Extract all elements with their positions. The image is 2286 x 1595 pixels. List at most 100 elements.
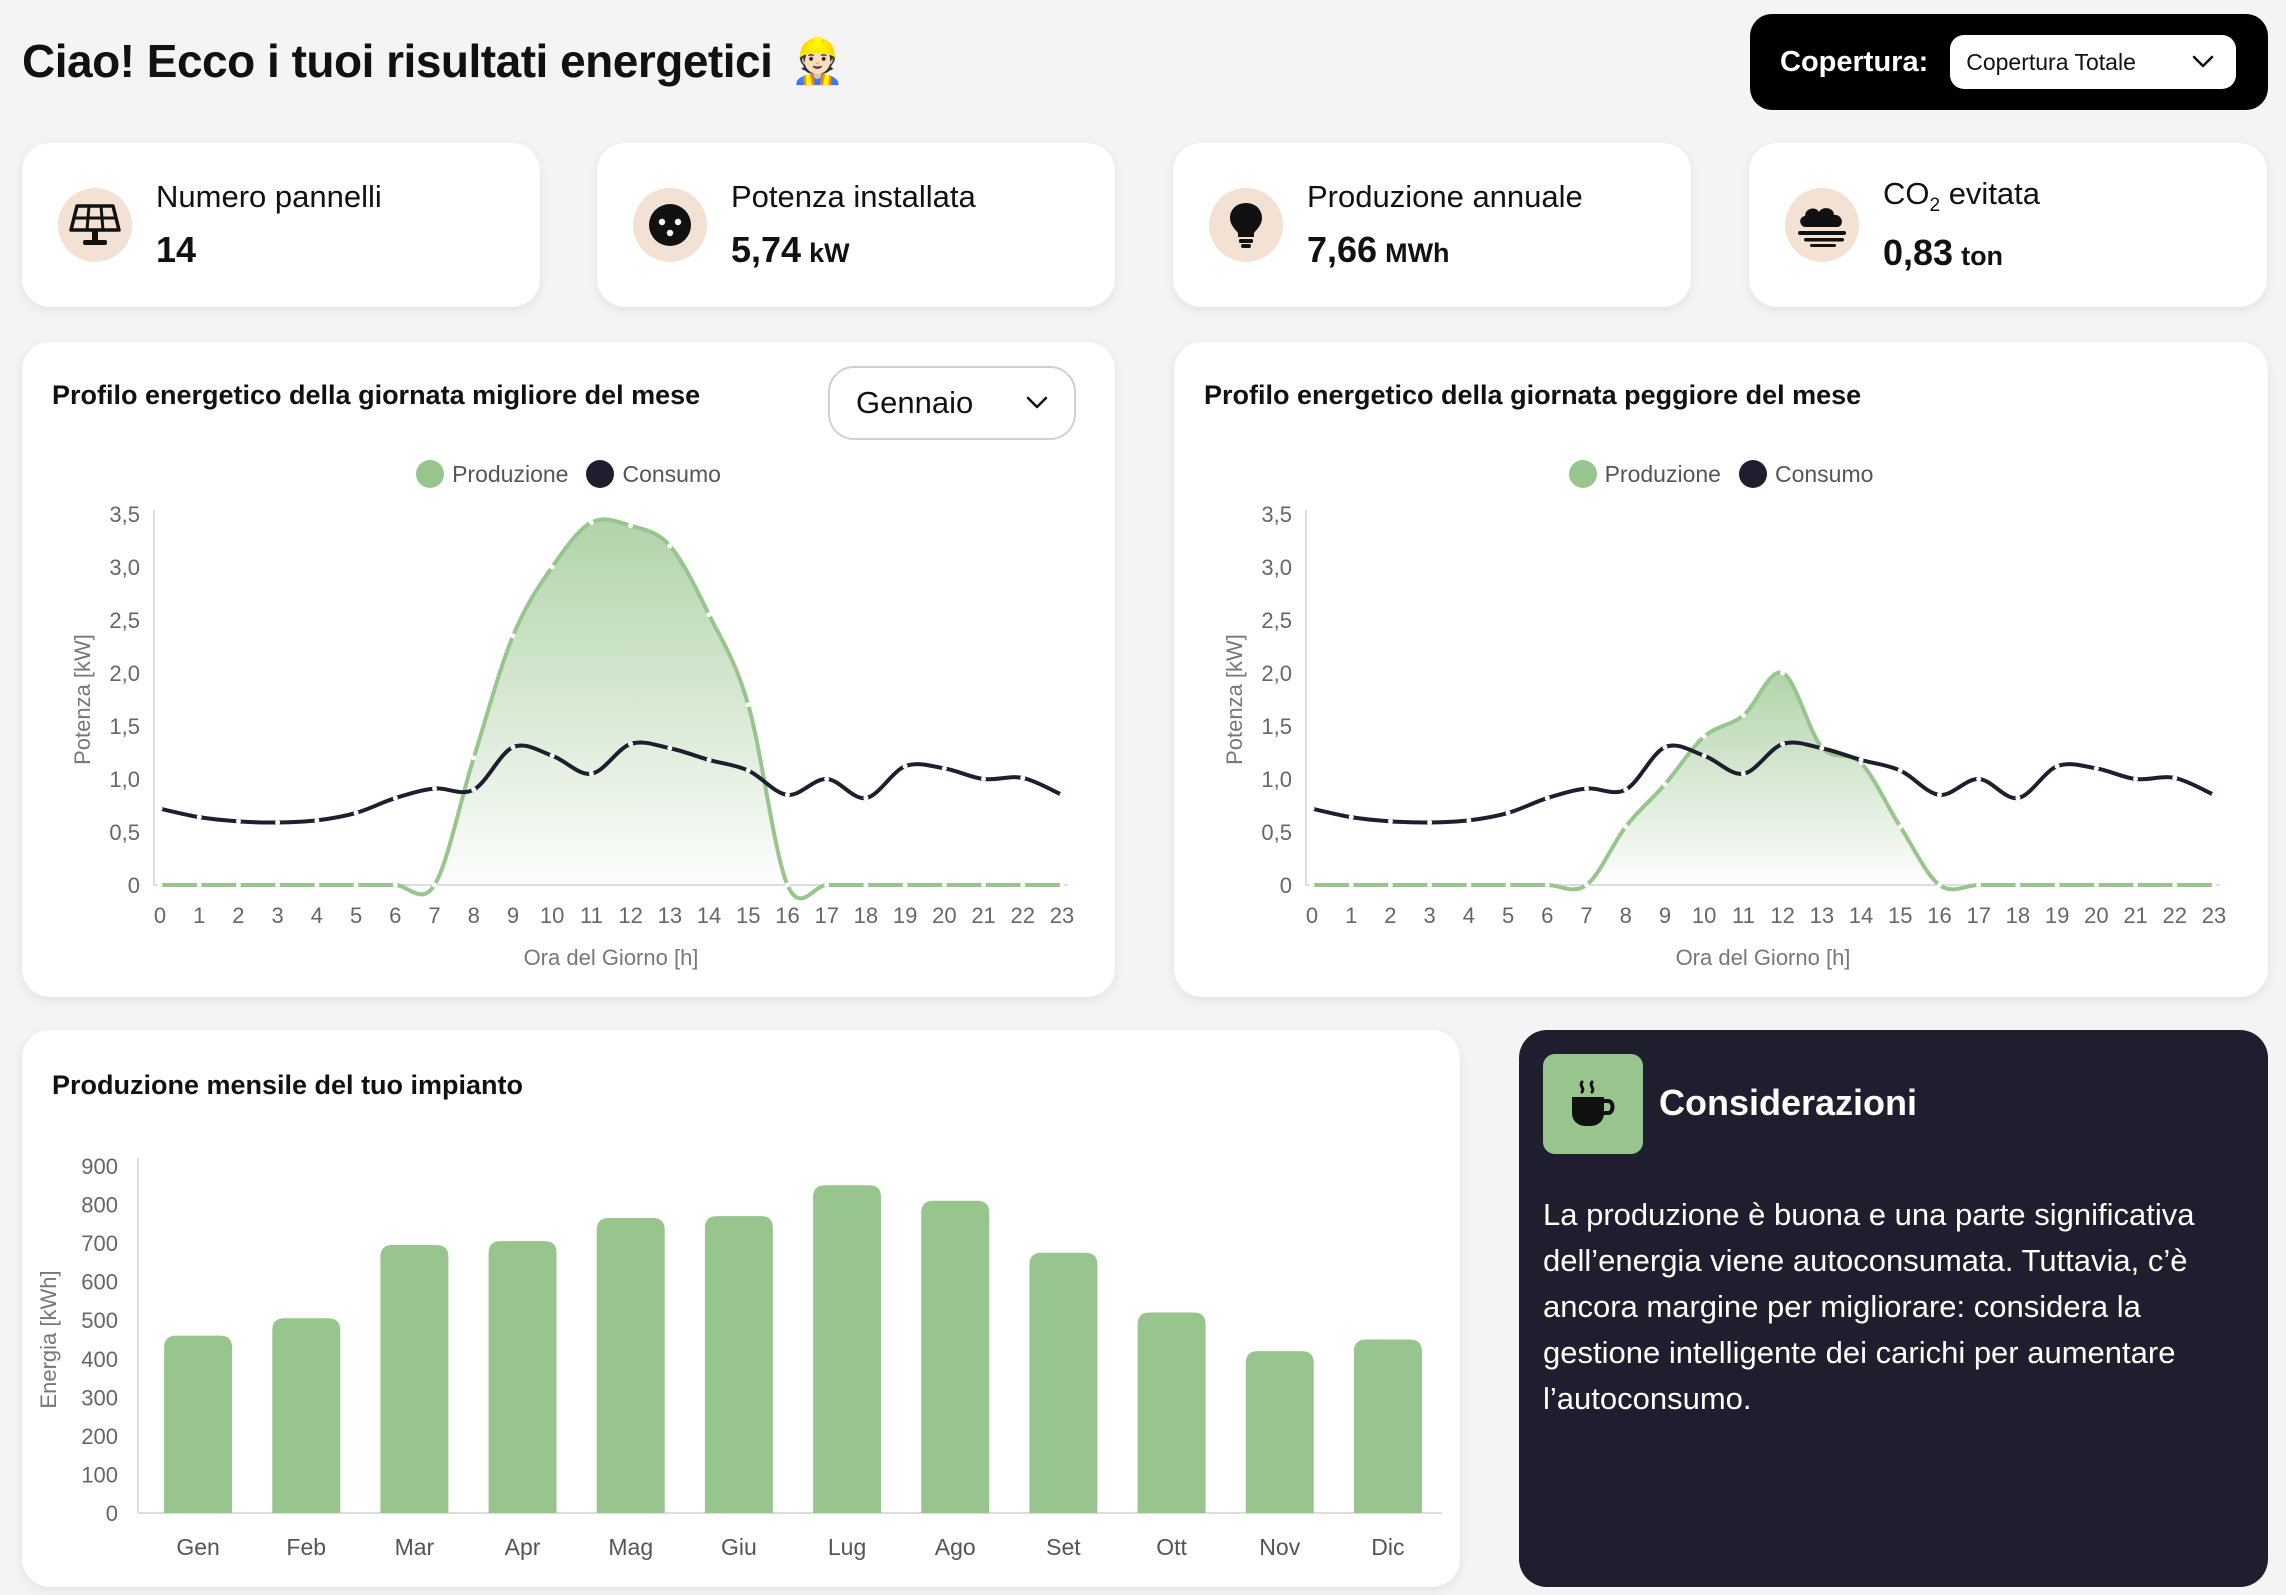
lightbulb-icon xyxy=(1230,203,1262,248)
consumption-point xyxy=(2015,795,2021,801)
y-tick-label: 2,0 xyxy=(1261,661,1292,686)
bar xyxy=(1029,1252,1098,1513)
production-point xyxy=(1427,882,1433,888)
production-point xyxy=(2054,882,2060,888)
consumption-point xyxy=(784,792,790,798)
production-point xyxy=(2211,882,2217,888)
x-tick-label: 13 xyxy=(658,903,682,928)
consumption-point xyxy=(1897,768,1903,774)
bar xyxy=(921,1200,990,1513)
consumption-line xyxy=(159,740,1063,825)
legend-item-production[interactable]: Produzione xyxy=(416,460,568,488)
consumption-point xyxy=(2211,792,2217,798)
legend-item-consumption[interactable]: Consumo xyxy=(586,460,721,488)
x-tick-label: 16 xyxy=(775,903,799,928)
consumption-point xyxy=(1466,817,1472,823)
x-tick-label: 23 xyxy=(2202,903,2226,928)
x-tick-label: 19 xyxy=(2045,903,2069,928)
consumption-point xyxy=(941,765,947,771)
production-point xyxy=(1020,882,1026,888)
production-area xyxy=(160,519,1062,899)
consumption-point xyxy=(392,795,398,801)
consumption-point xyxy=(588,771,594,777)
consumption-point xyxy=(2054,763,2060,769)
consumption-point xyxy=(471,787,477,793)
y-tick-label: 1,0 xyxy=(1261,767,1292,792)
production-point xyxy=(157,882,163,888)
worst-day-chart: 00,51,01,52,02,53,03,50 1 2 3 4 5 6 7 8 9 10 11 12 13… xyxy=(1222,502,2226,970)
production-point xyxy=(2133,882,2139,888)
production-point xyxy=(1740,712,1746,718)
kpi-value: 5,74 kW xyxy=(731,229,850,270)
y-tick-label: 800 xyxy=(81,1193,118,1218)
x-tick-label: 4 xyxy=(1463,903,1475,928)
production-point xyxy=(1309,882,1315,888)
production-area xyxy=(1312,672,2214,890)
production-point xyxy=(706,612,712,618)
consumption-line xyxy=(1311,740,2215,825)
bar xyxy=(596,1218,665,1513)
coverage-label: Copertura: xyxy=(1780,45,1929,78)
chart-legend: Produzione Consumo xyxy=(22,460,1115,488)
x-tick-label: 3 xyxy=(272,903,284,928)
kpi-card-power: Potenza installata 5,74 kW xyxy=(597,143,1115,307)
legend-item-consumption[interactable]: Consumo xyxy=(1738,460,1873,488)
x-tick-label: 21 xyxy=(971,903,995,928)
x-tick-label: 0 xyxy=(1306,903,1318,928)
page-title-text: Ciao! Ecco i tuoi risultati energetici xyxy=(22,35,773,87)
x-tick-label: 2 xyxy=(1384,903,1396,928)
production-point xyxy=(1897,824,1903,830)
page-title: Ciao! Ecco i tuoi risultati energetici 👷… xyxy=(22,34,845,88)
x-tick-label: 11 xyxy=(1732,903,1755,928)
x-tick-label: 22 xyxy=(1011,903,1035,928)
month-dropdown[interactable]: Gennaio xyxy=(828,366,1076,440)
production-point xyxy=(745,702,751,708)
consumption-point xyxy=(745,768,751,774)
x-tick-label: 1 xyxy=(1345,903,1357,928)
y-axis-title: Potenza [kW] xyxy=(1222,634,1247,765)
production-point xyxy=(235,882,241,888)
bar xyxy=(1137,1312,1206,1513)
y-tick-label: 3,5 xyxy=(1261,502,1292,527)
consumption-point xyxy=(1780,741,1786,747)
bar xyxy=(704,1216,773,1513)
consumption-point xyxy=(706,757,712,763)
production-point xyxy=(902,882,908,888)
chart-legend: Produzione Consumo xyxy=(1174,460,2268,488)
consumption-point xyxy=(549,753,555,759)
production-point xyxy=(471,755,477,761)
coverage-dropdown[interactable]: Copertura Totale xyxy=(1950,35,2237,89)
x-tick-label: 18 xyxy=(854,903,878,928)
consumption-point xyxy=(1584,786,1590,792)
worst-day-card: Profilo energetico della giornata peggio… xyxy=(1174,342,2268,997)
production-point xyxy=(1505,882,1511,888)
consumption-point xyxy=(1544,795,1550,801)
bar xyxy=(1245,1351,1314,1513)
x-axis-title: Ora del Giorno [h] xyxy=(524,945,699,970)
kpi-value: 7,66 MWh xyxy=(1307,229,1450,270)
best-day-title: Profilo energetico della giornata miglio… xyxy=(52,380,701,410)
y-tick-label: 1,5 xyxy=(109,714,140,739)
monthly-title: Produzione mensile del tuo impianto xyxy=(52,1070,524,1100)
production-point xyxy=(1466,882,1472,888)
legend-item-production[interactable]: Produzione xyxy=(1568,460,1721,488)
production-point xyxy=(1662,781,1668,787)
x-tick-label: 18 xyxy=(2006,903,2030,928)
y-tick-label: 3,0 xyxy=(109,555,140,580)
y-tick-label: 0 xyxy=(1280,873,1292,898)
x-tick-label: 11 xyxy=(580,903,603,928)
x-tick-label: 4 xyxy=(311,903,323,928)
consumption-point xyxy=(2133,776,2139,782)
kpi-unit: ton xyxy=(1961,240,2004,271)
y-tick-label: 900 xyxy=(81,1154,118,1179)
production-point xyxy=(667,543,673,549)
x-tick-label: Gen xyxy=(176,1534,219,1560)
production-line xyxy=(159,517,1062,901)
bar xyxy=(164,1335,233,1513)
kpi-label: Produzione annuale xyxy=(1307,179,1583,214)
kpi-unit: kW xyxy=(809,238,850,268)
legend-consumption-dot xyxy=(1738,460,1767,488)
x-tick-label: Giu xyxy=(721,1534,757,1560)
production-point xyxy=(824,882,830,888)
x-tick-label: Dic xyxy=(1371,1534,1404,1560)
